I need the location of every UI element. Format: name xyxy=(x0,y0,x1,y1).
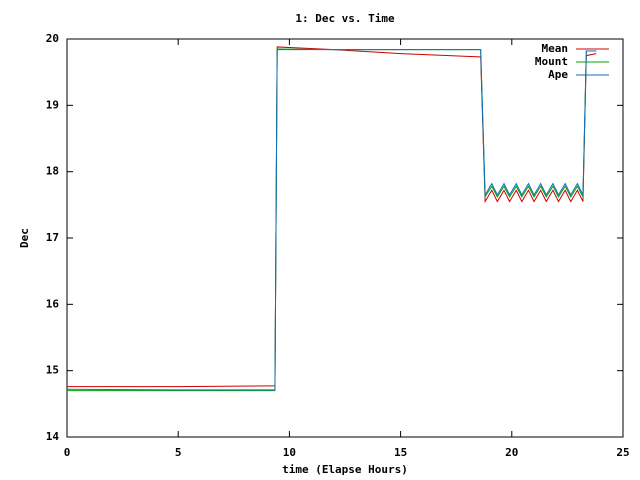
y-tick-label: 14 xyxy=(46,430,60,443)
x-axis-label: time (Elapse Hours) xyxy=(282,463,408,476)
chart-title: 1: Dec vs. Time xyxy=(295,12,395,25)
series-line xyxy=(67,46,597,388)
series-line xyxy=(66,49,597,391)
y-axis-label: Dec xyxy=(18,228,31,248)
y-tick-label: 20 xyxy=(46,32,59,45)
legend-label: Ape xyxy=(548,68,568,81)
legend-label: Mean xyxy=(542,42,569,55)
y-tick-label: 16 xyxy=(46,297,60,310)
x-tick-label: 10 xyxy=(283,446,296,459)
y-tick-label: 17 xyxy=(46,231,59,244)
legend-label: Mount xyxy=(535,55,568,68)
y-tick-label: 19 xyxy=(46,98,59,111)
x-tick-label: 0 xyxy=(64,446,71,459)
y-tick-label: 18 xyxy=(46,165,59,178)
x-tick-label: 20 xyxy=(505,446,518,459)
y-tick-label: 15 xyxy=(46,364,59,377)
x-tick-label: 5 xyxy=(175,446,182,459)
x-tick-label: 25 xyxy=(616,446,629,459)
x-tick-label: 15 xyxy=(394,446,407,459)
